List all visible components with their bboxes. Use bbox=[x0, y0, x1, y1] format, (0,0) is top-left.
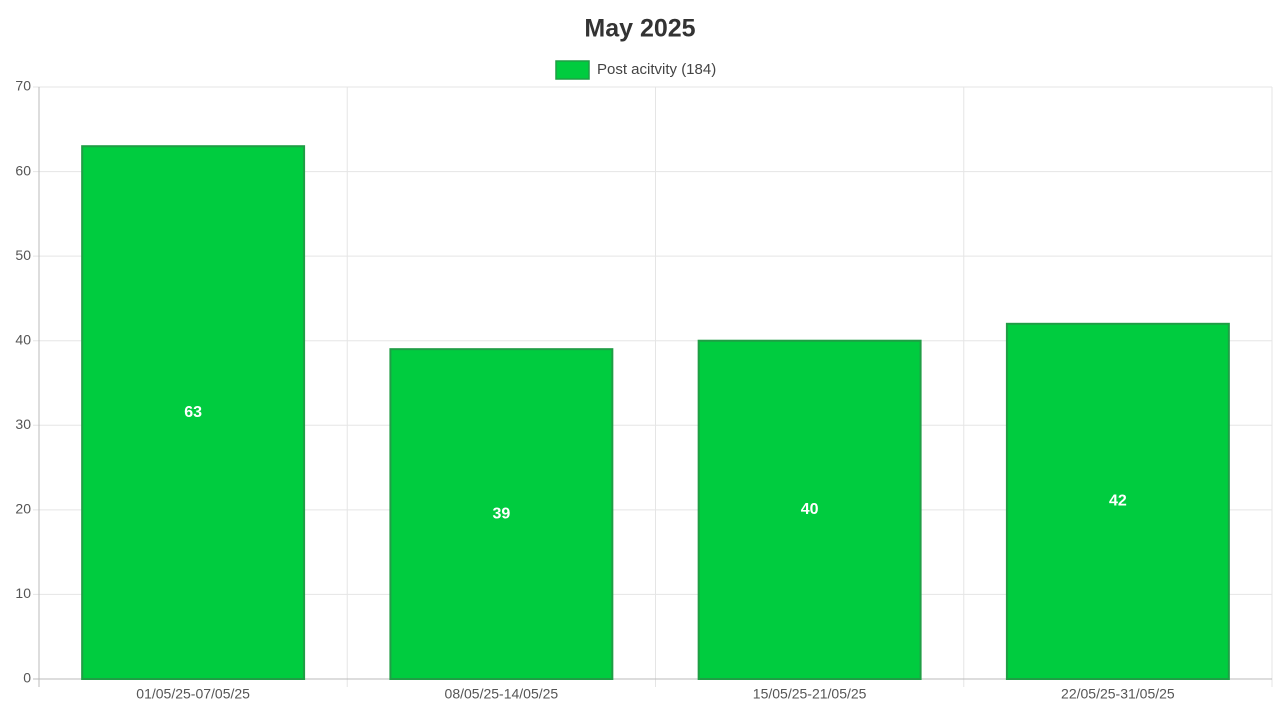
data-label: 39 bbox=[492, 505, 510, 522]
y-tick-label: 20 bbox=[15, 501, 31, 517]
y-tick-label: 50 bbox=[15, 247, 31, 263]
y-tick-label: 0 bbox=[23, 670, 31, 686]
x-tick-label: 15/05/25-21/05/25 bbox=[753, 686, 867, 702]
bar bbox=[697, 339, 922, 680]
y-tick-label: 10 bbox=[15, 585, 31, 601]
y-tick-label: 70 bbox=[15, 78, 31, 94]
bar bbox=[389, 348, 614, 680]
legend-label: Post acitvity (184) bbox=[597, 61, 716, 78]
data-label: 40 bbox=[801, 501, 819, 518]
data-label: 42 bbox=[1109, 493, 1127, 510]
chart-title: May 2025 bbox=[584, 15, 695, 43]
bar bbox=[81, 145, 306, 680]
data-label: 63 bbox=[184, 404, 202, 421]
x-tick-label: 22/05/25-31/05/25 bbox=[1061, 686, 1175, 702]
y-tick-label: 40 bbox=[15, 331, 31, 347]
legend-swatch bbox=[555, 60, 590, 80]
x-tick-label: 01/05/25-07/05/25 bbox=[136, 686, 250, 702]
y-tick-label: 30 bbox=[15, 416, 31, 432]
x-tick-label: 08/05/25-14/05/25 bbox=[445, 686, 559, 702]
bar bbox=[1005, 322, 1230, 680]
y-tick-label: 60 bbox=[15, 162, 31, 178]
